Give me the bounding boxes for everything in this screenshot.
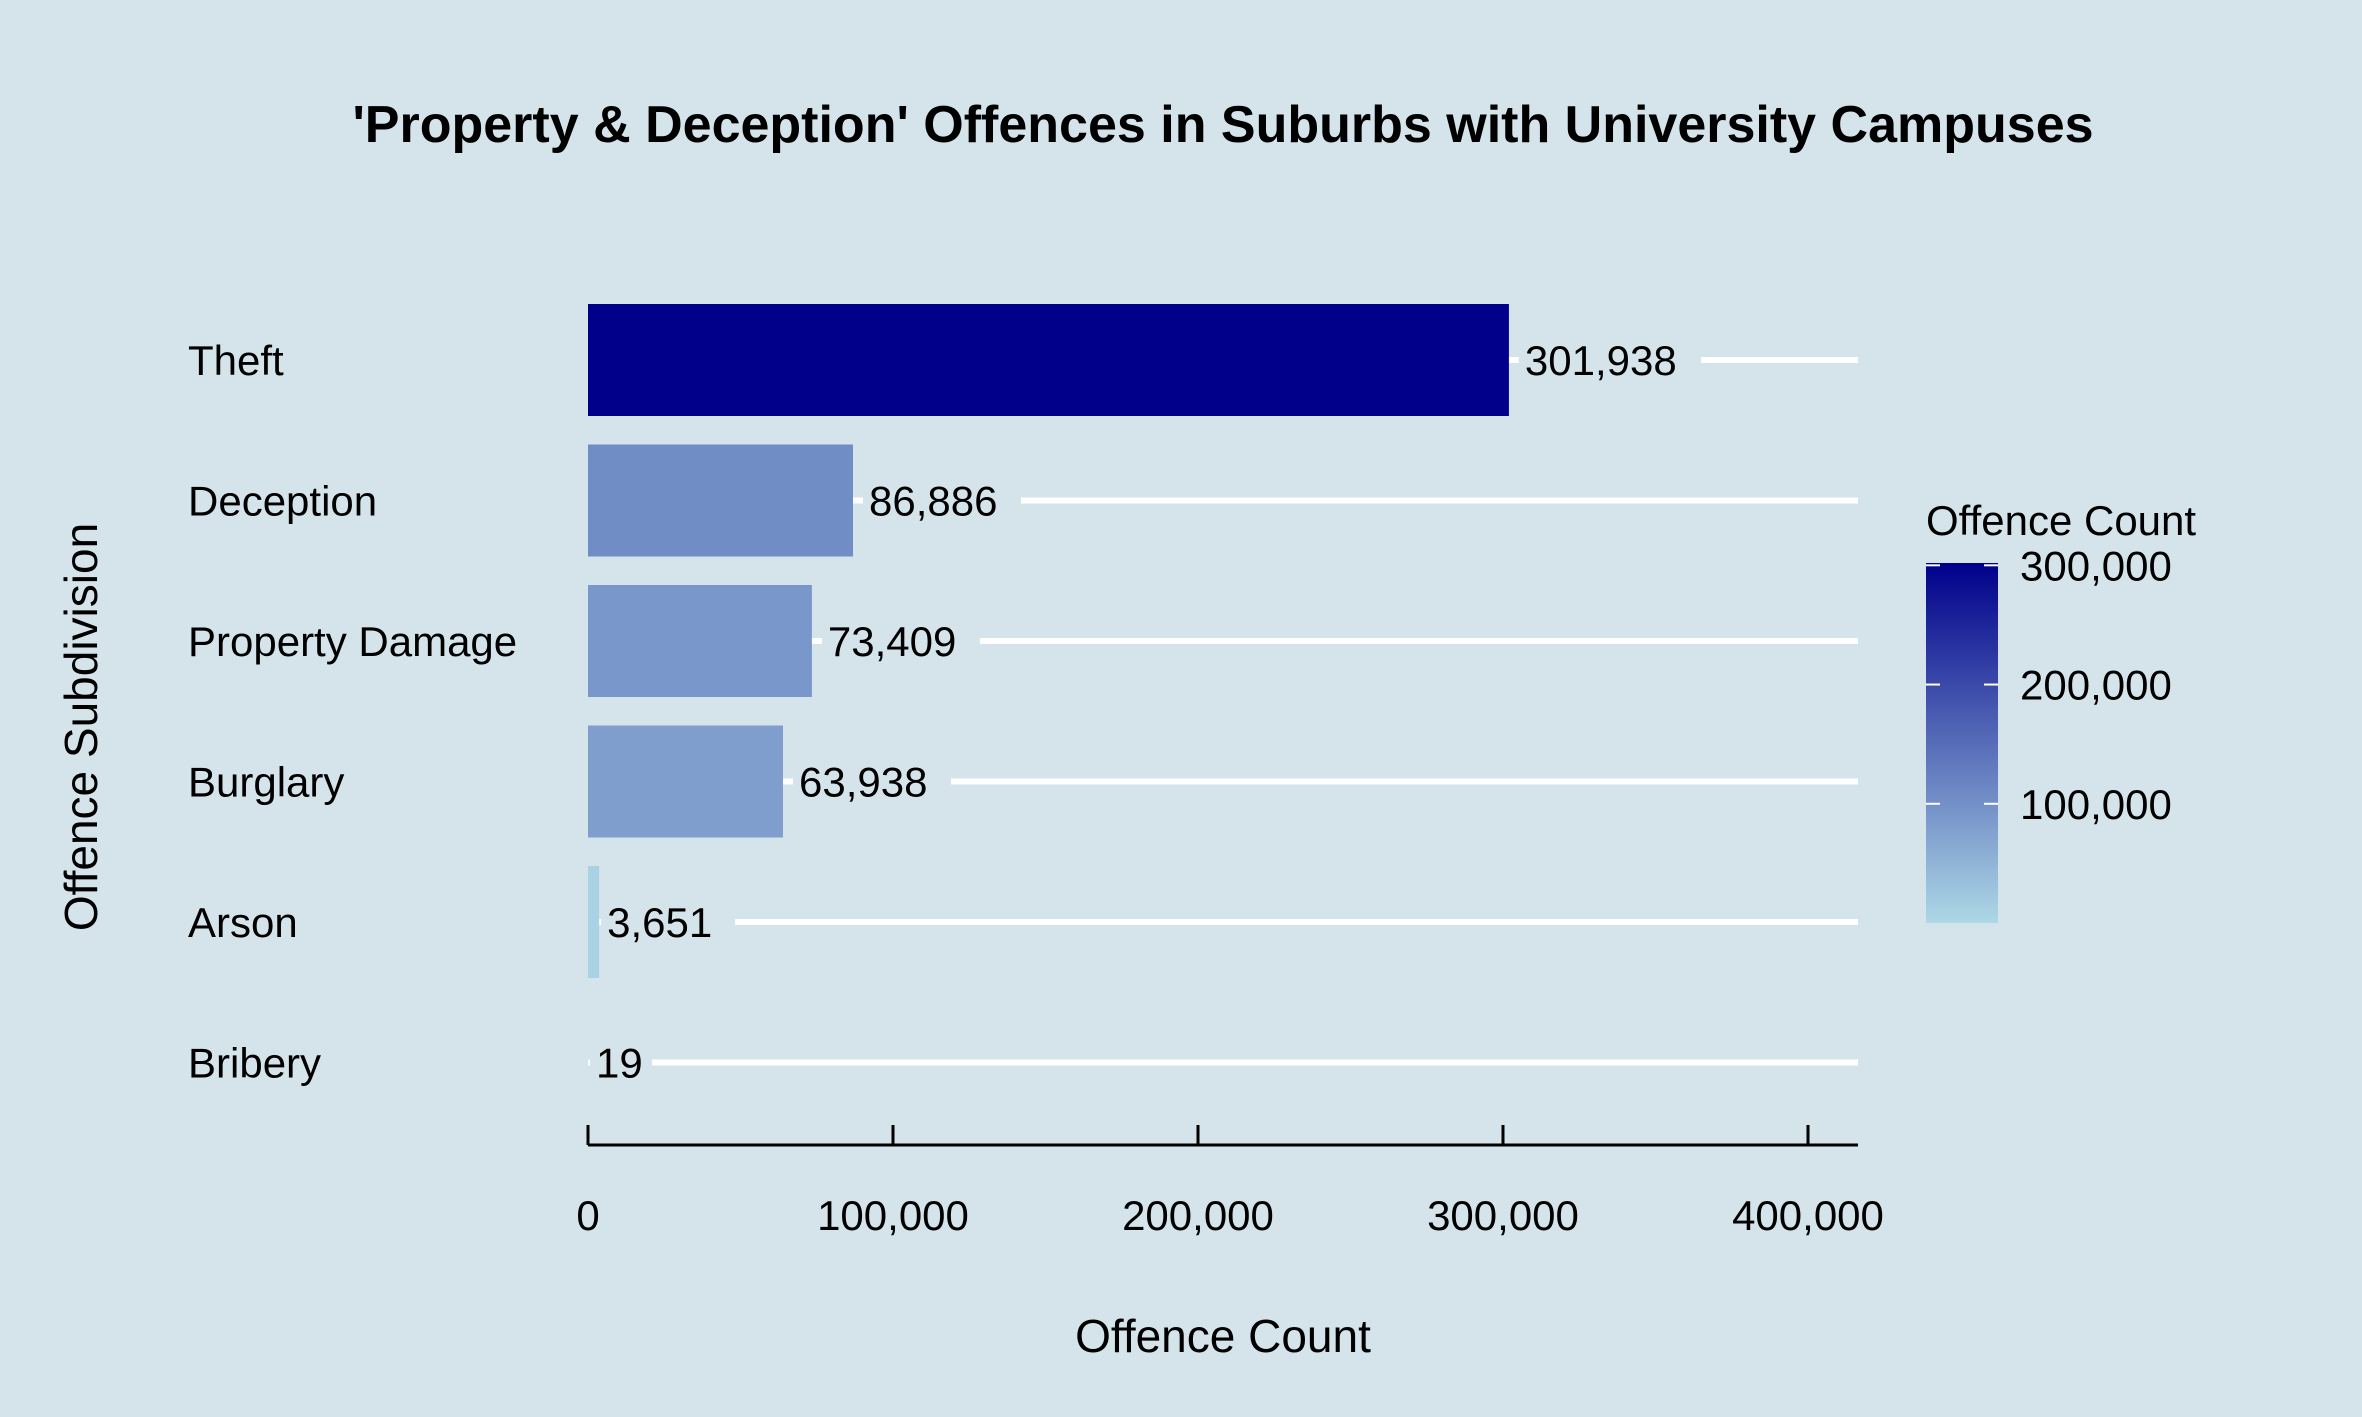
data-label: 86,886: [869, 478, 997, 525]
category-label: Arson: [188, 899, 298, 946]
legend-tick-label: 100,000: [2020, 781, 2172, 828]
data-label-bg: [863, 478, 1022, 523]
x-axis: 0 100,000 200,000 300,000 400,000: [576, 1125, 1884, 1239]
category-label: Property Damage: [188, 618, 517, 665]
bar-property-damage: [588, 585, 812, 697]
legend-tick-label: 300,000: [2020, 542, 2172, 589]
legend-tick-label: 200,000: [2020, 662, 2172, 709]
category-label: Burglary: [188, 759, 344, 806]
x-tick-label: 200,000: [1122, 1192, 1274, 1239]
legend-title: Offence Count: [1926, 497, 2196, 544]
data-labels: 301,938 86,886 73,409 63,938 3,651 19: [590, 337, 1701, 1087]
chart-title: 'Property & Deception' Offences in Subur…: [352, 96, 2093, 154]
category-labels: Theft Deception Property Damage Burglary Ars…: [188, 337, 517, 1087]
x-tick-label: 100,000: [817, 1192, 969, 1239]
y-axis-title: Offence Subdivision: [55, 523, 107, 931]
category-label: Bribery: [188, 1040, 321, 1087]
bar-burglary: [588, 725, 784, 838]
data-label-bg: [1518, 338, 1701, 382]
data-label-bg: [793, 759, 952, 804]
legend-colorbar: [1926, 563, 1998, 923]
legend: Offence Count 100,000 200,000 300,000: [1926, 497, 2196, 923]
data-label: 73,409: [828, 618, 956, 665]
bar-theft: [588, 304, 1509, 416]
data-label-bg: [590, 1040, 653, 1085]
legend-ticks: 100,000 200,000 300,000: [1926, 542, 2172, 828]
data-label-bg: [601, 900, 736, 944]
x-tick-label: 0: [576, 1192, 599, 1239]
bars: [588, 304, 1509, 1119]
x-tick-label: 300,000: [1427, 1192, 1579, 1239]
category-label: Deception: [188, 478, 377, 525]
data-label-bg: [821, 619, 980, 663]
x-tick-label: 400,000: [1732, 1192, 1884, 1239]
data-label: 301,938: [1525, 337, 1677, 384]
category-label: Theft: [188, 337, 284, 384]
bar-arson: [588, 866, 600, 978]
bar-deception: [588, 444, 854, 557]
data-label: 63,938: [799, 759, 927, 806]
data-label: 3,651: [607, 899, 712, 946]
data-label: 19: [596, 1040, 643, 1087]
x-axis-title: Offence Count: [1075, 1310, 1371, 1362]
